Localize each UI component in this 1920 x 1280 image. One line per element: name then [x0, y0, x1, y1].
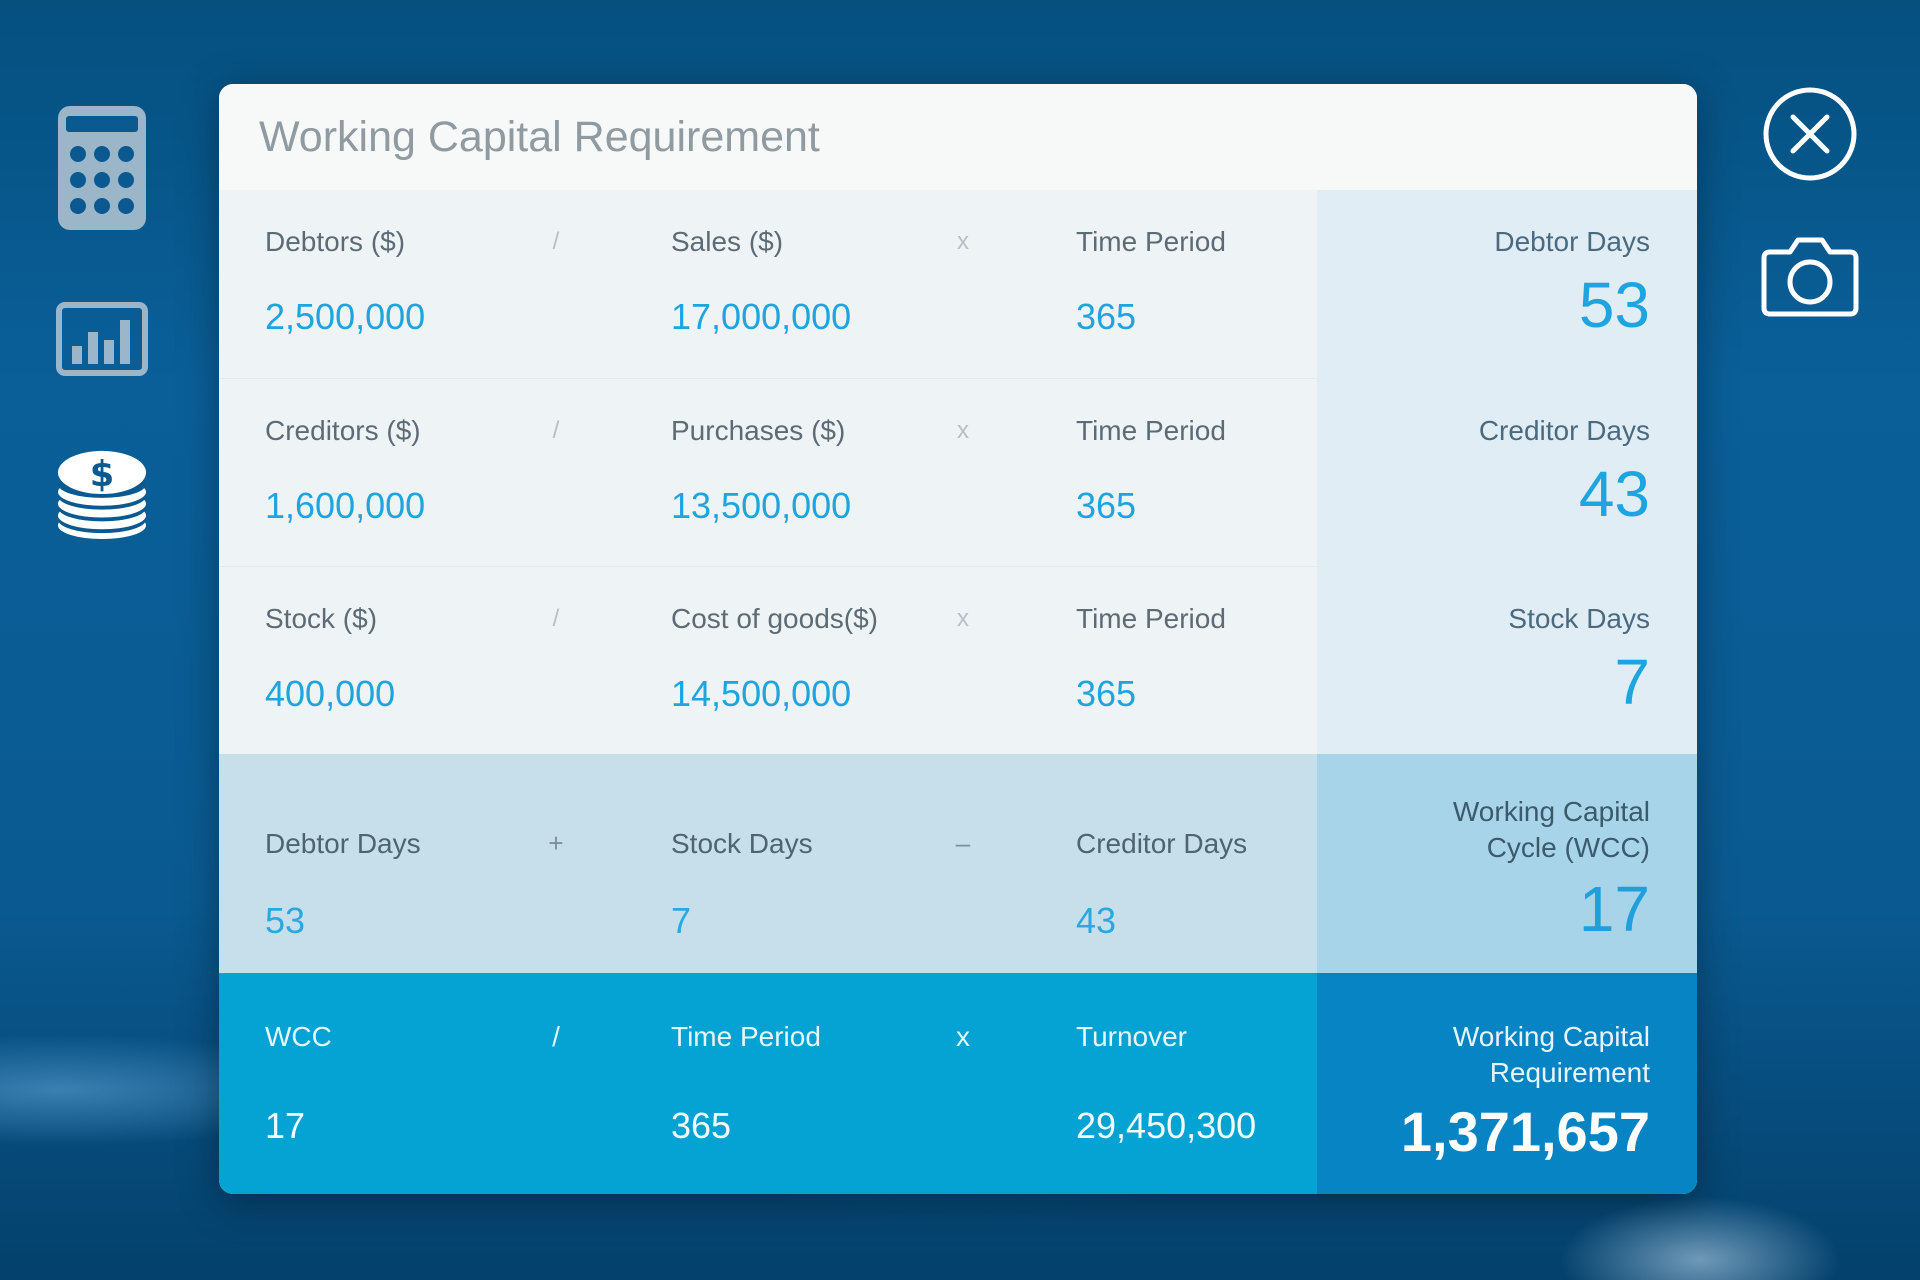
- wcc-value: 17: [265, 1105, 306, 1146]
- wcc-label: Working Capital Cycle (WCC): [1452, 796, 1650, 863]
- stock-input[interactable]: 400,000: [265, 673, 396, 714]
- page-title: Working Capital Requirement: [259, 112, 820, 161]
- time-period-label: Time Period: [1076, 226, 1226, 257]
- camera-button[interactable]: [1760, 234, 1860, 318]
- close-icon: [1763, 87, 1857, 181]
- creditor-days-value: 43: [1578, 458, 1650, 530]
- divide-operator: /: [552, 417, 560, 444]
- creditors-label: Creditors ($): [265, 415, 421, 446]
- time-period-label: Time Period: [1076, 603, 1226, 634]
- purchases-input[interactable]: 13,500,000: [671, 485, 852, 526]
- working-capital-requirement-row: WCC / Time Period x Turnover 17 365 29,4…: [219, 973, 1697, 1194]
- wcr-label: Working Capital Requirement: [1452, 1021, 1650, 1088]
- bar-chart-icon[interactable]: [56, 302, 148, 376]
- minus-operator: –: [955, 828, 971, 858]
- turnover-label: Turnover: [1076, 1021, 1188, 1052]
- stock-days-label: Stock Days: [1508, 603, 1650, 634]
- creditor-days-label: Creditor Days: [1478, 415, 1650, 446]
- debtor-days-value: 53: [1578, 269, 1650, 341]
- debtors-label: Debtors ($): [265, 226, 406, 257]
- debtor-days-row: Debtors ($) / Sales ($) x Time Period 2,…: [219, 190, 1697, 378]
- wcr-calculator-panel: Working Capital Requirement Debtors ($) …: [219, 84, 1697, 1194]
- close-button[interactable]: [1760, 86, 1860, 182]
- creditors-input[interactable]: 1,600,000: [265, 485, 426, 526]
- debtor-days-label: Debtor Days: [265, 828, 421, 859]
- debtor-days-value: 53: [265, 900, 306, 941]
- cost-of-goods-label: Cost of goods($): [671, 603, 878, 634]
- creditor-days-label: Creditor Days: [1076, 828, 1248, 859]
- wcr-value: 1,371,657: [1400, 1100, 1650, 1163]
- stock-label: Stock ($): [265, 603, 378, 634]
- multiply-operator: x: [957, 605, 969, 632]
- svg-text:$: $: [90, 454, 115, 495]
- working-capital-cycle-row: Debtor Days + Stock Days – Creditor Days…: [219, 754, 1697, 973]
- cost-of-goods-input[interactable]: 14,500,000: [671, 673, 852, 714]
- sales-input[interactable]: 17,000,000: [671, 296, 852, 337]
- divide-operator: /: [552, 605, 560, 632]
- creditor-days-row: Creditors ($) / Purchases ($) x Time Per…: [219, 378, 1697, 566]
- creditor-days-value: 43: [1076, 900, 1117, 941]
- divide-operator: /: [552, 228, 560, 255]
- time-period-label: Time Period: [1076, 415, 1226, 446]
- coins-icon[interactable]: $: [56, 446, 148, 542]
- camera-icon: [1761, 237, 1859, 317]
- time-period-input[interactable]: 365: [1076, 485, 1137, 526]
- calculator-icon[interactable]: [56, 104, 148, 232]
- time-period-input[interactable]: 365: [1076, 673, 1137, 714]
- stock-days-value: 7: [1614, 646, 1650, 718]
- stock-days-value: 7: [671, 900, 692, 941]
- divide-operator: /: [552, 1021, 560, 1052]
- wcc-label: WCC: [265, 1021, 332, 1052]
- multiply-operator: x: [956, 1021, 970, 1052]
- stock-days-row: Stock ($) / Cost of goods($) x Time Peri…: [219, 566, 1697, 754]
- plus-operator: +: [548, 828, 564, 858]
- multiply-operator: x: [957, 417, 969, 444]
- time-period-input[interactable]: 365: [1076, 296, 1137, 337]
- turnover-input[interactable]: 29,450,300: [1076, 1105, 1257, 1146]
- purchases-label: Purchases ($): [671, 415, 846, 446]
- stock-days-label: Stock Days: [671, 828, 813, 859]
- debtors-input[interactable]: 2,500,000: [265, 296, 426, 337]
- multiply-operator: x: [957, 228, 969, 255]
- sales-label: Sales ($): [671, 226, 784, 257]
- time-period-value: 365: [671, 1105, 732, 1146]
- time-period-label: Time Period: [671, 1021, 821, 1052]
- wcc-value: 17: [1578, 873, 1650, 945]
- panel-header: Working Capital Requirement: [219, 84, 1697, 190]
- debtor-days-label: Debtor Days: [1494, 226, 1650, 257]
